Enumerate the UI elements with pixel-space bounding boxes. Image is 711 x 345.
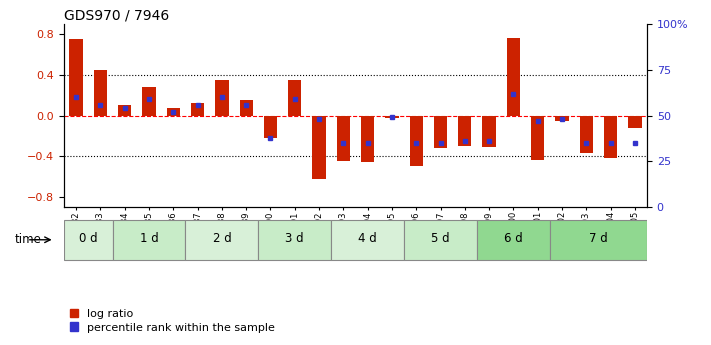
Bar [142,87,156,116]
Text: GDS970 / 7946: GDS970 / 7946 [64,9,169,23]
Text: 6 d: 6 d [504,233,523,245]
Bar [458,116,471,146]
Bar [264,116,277,138]
Bar [531,116,545,160]
FancyBboxPatch shape [112,220,186,260]
Bar [555,116,569,121]
FancyBboxPatch shape [331,220,404,260]
Bar [191,104,204,116]
Bar [483,116,496,147]
Bar [166,108,180,116]
Bar [385,116,399,118]
Bar [312,116,326,179]
Text: 7 d: 7 d [589,233,608,245]
Bar [288,80,301,116]
Legend: log ratio, percentile rank within the sample: log ratio, percentile rank within the sa… [70,309,275,333]
Bar [507,38,520,116]
FancyBboxPatch shape [64,220,112,260]
FancyBboxPatch shape [186,220,258,260]
FancyBboxPatch shape [404,220,477,260]
Bar [361,116,374,162]
Bar [604,116,617,158]
Text: 0 d: 0 d [79,233,97,245]
Text: 1 d: 1 d [139,233,159,245]
FancyBboxPatch shape [550,220,647,260]
Bar [629,116,641,128]
Text: 2 d: 2 d [213,233,231,245]
Bar [579,116,593,153]
Bar [215,80,228,116]
Text: 3 d: 3 d [285,233,304,245]
Bar [434,116,447,148]
Text: 5 d: 5 d [431,233,450,245]
Text: time: time [14,233,41,246]
Text: 4 d: 4 d [358,233,377,245]
FancyBboxPatch shape [258,220,331,260]
Bar [118,106,132,116]
Bar [337,116,350,161]
Bar [70,39,82,116]
Bar [240,100,253,116]
FancyBboxPatch shape [477,220,550,260]
Bar [410,116,423,166]
Bar [94,70,107,116]
